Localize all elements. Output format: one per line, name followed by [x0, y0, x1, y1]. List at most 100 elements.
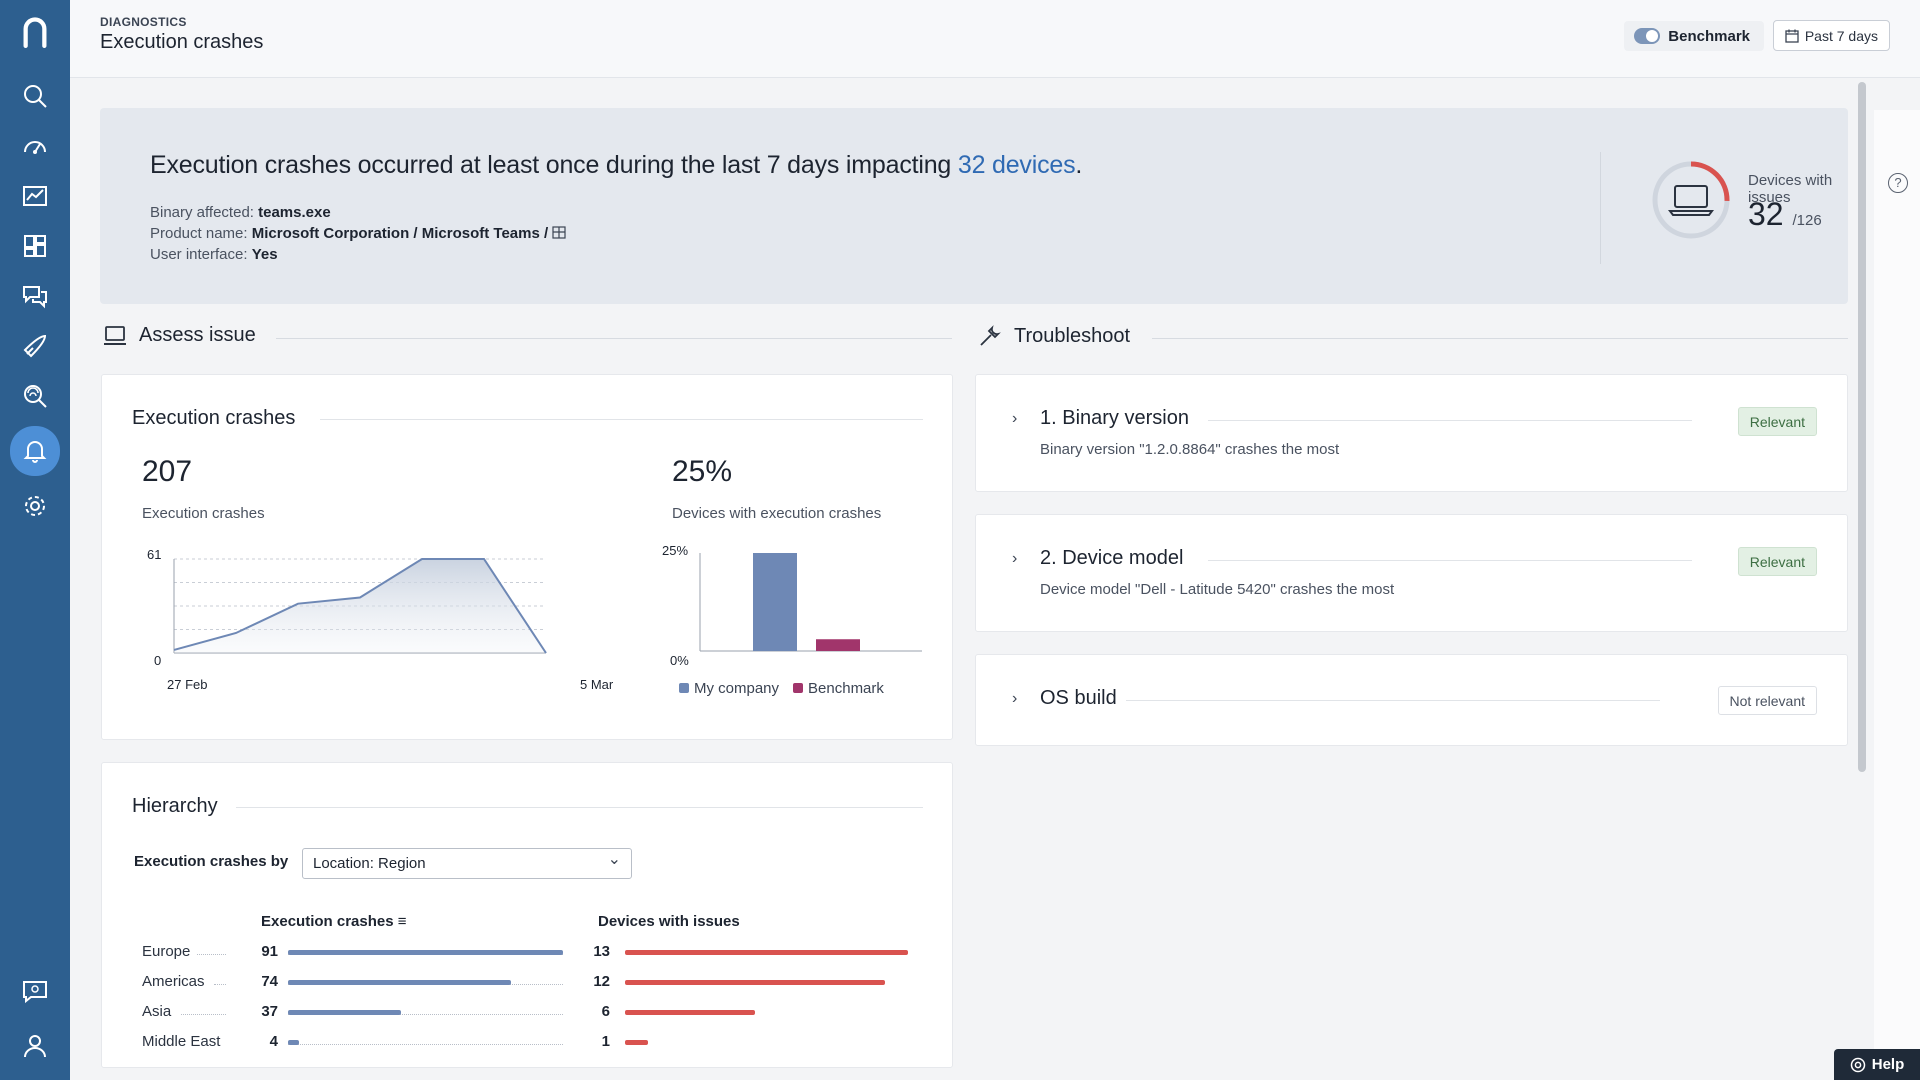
- alerts-nav[interactable]: [10, 426, 60, 476]
- banner-divider: [1600, 152, 1601, 264]
- lifebuoy-icon: [1850, 1057, 1865, 1072]
- troubleshoot-title: Troubleshoot: [1014, 324, 1130, 347]
- devices-link[interactable]: 32 devices: [957, 151, 1076, 179]
- devices-bar: [625, 1010, 756, 1015]
- chat-icon: [23, 286, 47, 309]
- crashes-value: 91: [261, 943, 278, 960]
- calendar-icon: [1785, 29, 1799, 43]
- crashes-card-title: Execution crashes: [132, 407, 296, 429]
- ui-label: User interface:: [150, 246, 248, 263]
- headline-period: .: [1075, 151, 1083, 179]
- question-icon[interactable]: ?: [1888, 173, 1908, 193]
- breadcrumb[interactable]: DIAGNOSTICS: [100, 15, 187, 29]
- laptop-icon: [1668, 185, 1714, 216]
- hierarchy-row[interactable]: Americas 74 12: [142, 973, 922, 993]
- search-nav[interactable]: [11, 76, 59, 116]
- benchmark-toggle[interactable]: Benchmark: [1624, 21, 1764, 51]
- bar-benchmark[interactable]: [816, 639, 860, 651]
- dashboard-icon: [24, 235, 46, 257]
- ts-card-device-model[interactable]: › 2. Device model Device model "Dell - L…: [975, 514, 1848, 632]
- legend-swatch-benchmark: [793, 683, 804, 693]
- remote-actions-nav[interactable]: [11, 326, 59, 366]
- hierarchy-row[interactable]: Europe 91 13: [142, 943, 922, 963]
- troubleshoot-header: Troubleshoot: [978, 324, 1130, 348]
- profile-nav[interactable]: [11, 1026, 59, 1066]
- feedback-nav[interactable]: [11, 972, 59, 1012]
- bell-icon: [23, 441, 47, 463]
- crashes-value: 74: [261, 973, 278, 990]
- speedometer-nav[interactable]: [11, 126, 59, 166]
- ts-desc-device: Device model "Dell - Latitude 5420" cras…: [1040, 581, 1395, 598]
- assess-issue-title: Assess issue: [139, 324, 256, 346]
- date-range-label: Past 7 days: [1804, 27, 1878, 44]
- ts-card-os-build[interactable]: › OS build Not relevant: [975, 654, 1848, 746]
- line-y-min: 0: [154, 653, 162, 668]
- chevron-right-icon[interactable]: ›: [1012, 690, 1018, 707]
- wrench-icon: [980, 325, 1001, 346]
- ts-card-binary-version[interactable]: › 1. Binary version Binary version "1.2.…: [975, 374, 1848, 492]
- row-leader-dots: [197, 954, 226, 955]
- sidebar: [0, 0, 70, 1080]
- devices-bar: [625, 980, 886, 985]
- chevron-right-icon[interactable]: ›: [1012, 550, 1018, 567]
- bar-y-max: 25%: [662, 543, 689, 558]
- hierarchy-select[interactable]: Location: Region: [302, 845, 632, 879]
- devices-donut: [1652, 161, 1730, 239]
- crashes-value: 4: [269, 1033, 278, 1050]
- col-crashes-header[interactable]: Execution crashes ≡: [261, 913, 407, 930]
- ts-divider: [1126, 700, 1660, 701]
- crashes-value: 37: [261, 1003, 278, 1020]
- line-y-max: 61: [147, 547, 162, 562]
- card-title-divider: [320, 419, 923, 420]
- legend-my-company: My company: [679, 680, 779, 697]
- scrollbar[interactable]: [1858, 82, 1866, 772]
- hierarchy-row[interactable]: Middle East 4 1: [142, 1033, 922, 1053]
- chevron-right-icon[interactable]: ›: [1012, 410, 1018, 427]
- ts-desc-binary: Binary version "1.2.0.8864" crashes the …: [1040, 441, 1340, 458]
- ui-value: Yes: [251, 246, 278, 263]
- issue-meta: Binary affected: teams.exe Product name:…: [150, 202, 566, 265]
- crashes-area: [174, 559, 546, 653]
- bar-my-company[interactable]: [753, 553, 797, 651]
- right-rail: [1874, 110, 1920, 1080]
- devices-bar: [625, 1040, 648, 1045]
- crashes-total-label: Execution crashes: [142, 505, 265, 522]
- investigations-nav[interactable]: [11, 376, 59, 416]
- devices-pct-label: Devices with execution crashes: [672, 505, 882, 522]
- legend-swatch-company: [679, 683, 689, 693]
- windows-icon: [552, 226, 566, 239]
- help-button[interactable]: Help: [1834, 1049, 1920, 1080]
- speedometer-icon: [24, 141, 46, 154]
- banner-headline: Execution crashes occurred at least once…: [150, 151, 1082, 180]
- assess-issue-header: Assess issue: [103, 324, 256, 347]
- hierarchy-by-label: Execution crashes by: [134, 853, 289, 870]
- monitor-nav[interactable]: [11, 176, 59, 216]
- search-icon: [24, 85, 47, 108]
- assess-divider: [276, 338, 952, 339]
- region-label: Asia: [142, 1003, 172, 1020]
- campaigns-nav[interactable]: [11, 276, 59, 316]
- settings-nav[interactable]: [11, 486, 59, 526]
- hierarchy-row[interactable]: Asia 37 6: [142, 1003, 922, 1023]
- nexthink-logo[interactable]: [15, 14, 55, 54]
- product-label: Product name:: [150, 225, 248, 242]
- col-devices-header[interactable]: Devices with issues: [598, 913, 740, 930]
- devices-count: 32: [1748, 196, 1784, 232]
- execution-crashes-card: Execution crashes 207 Execution crashes …: [101, 374, 953, 740]
- bar-y-min: 0%: [670, 653, 689, 668]
- devices-value: 1: [601, 1033, 610, 1050]
- date-range-button[interactable]: Past 7 days: [1772, 20, 1890, 51]
- relevant-badge: Relevant: [1737, 407, 1817, 436]
- chart-icon: [23, 186, 47, 206]
- dashboard-nav[interactable]: [11, 226, 59, 266]
- line-x-start: 27 Feb: [167, 677, 208, 692]
- row-leader-dots: [180, 1014, 226, 1015]
- ts-divider: [1208, 420, 1692, 421]
- crashes-track: [288, 1044, 563, 1045]
- devices-with-issues-label: Devices with issues: [1748, 172, 1833, 206]
- col-crashes-label: Execution crashes: [261, 913, 394, 930]
- product-value: Microsoft Corporation / Microsoft Teams …: [251, 225, 549, 242]
- binary-label: Binary affected:: [150, 204, 254, 221]
- summary-banner: Execution crashes occurred at least once…: [100, 108, 1848, 304]
- binary-value: teams.exe: [258, 204, 331, 221]
